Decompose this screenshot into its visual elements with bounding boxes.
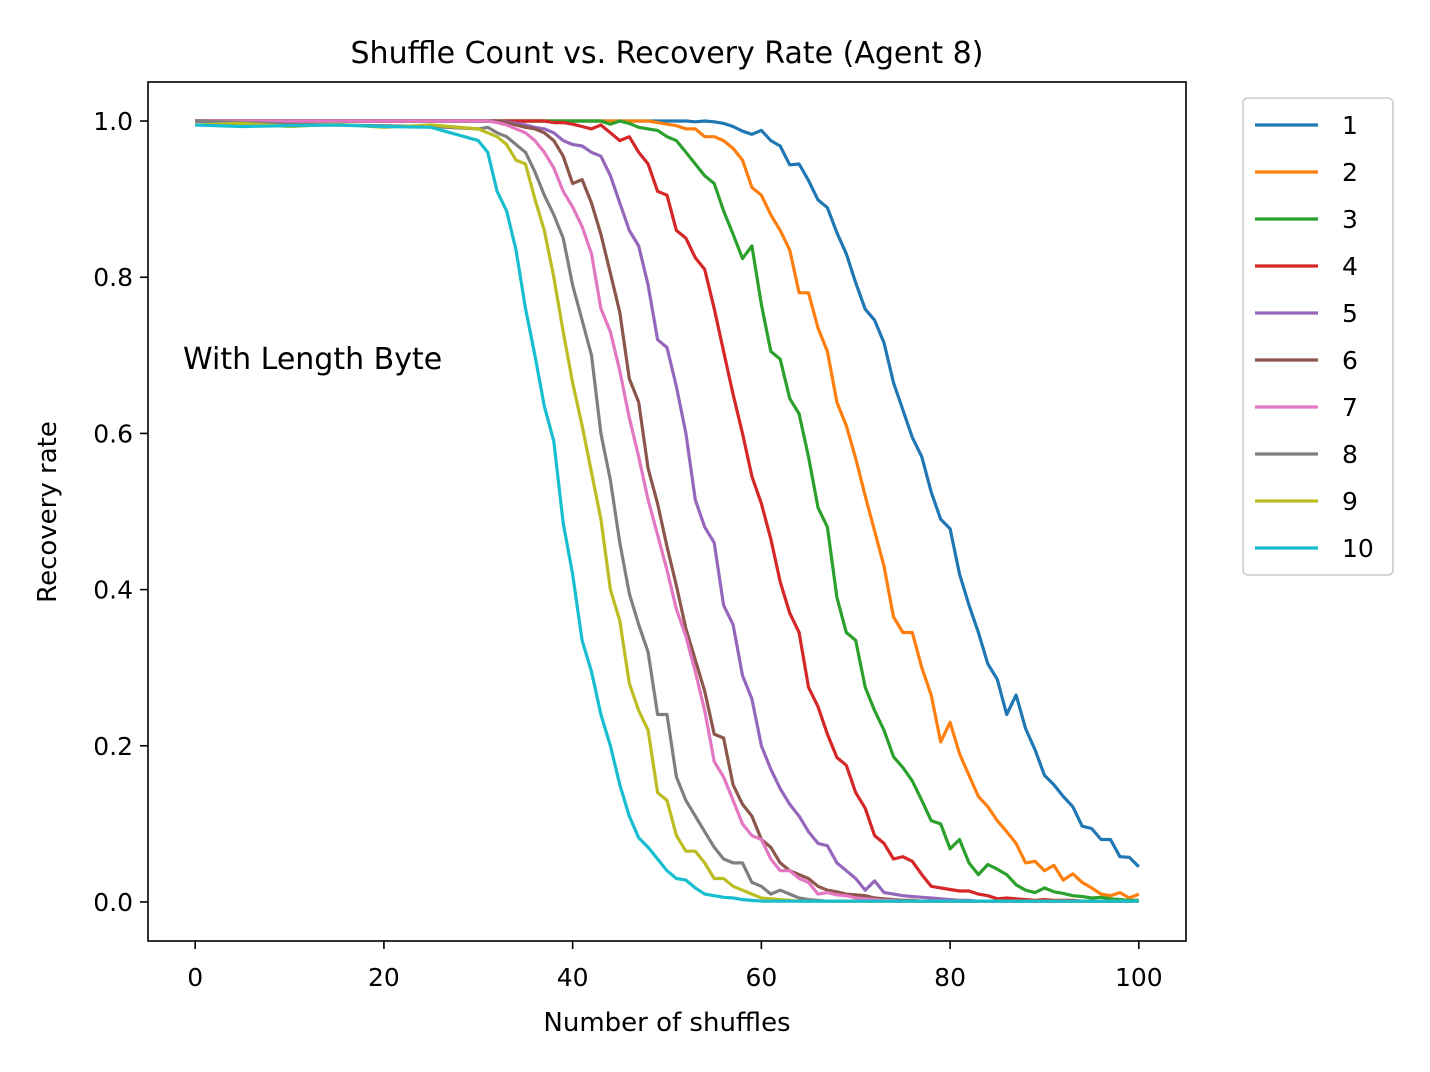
legend-label-3: 3 [1342,205,1358,234]
legend-label-7: 7 [1342,393,1358,422]
legend-label-6: 6 [1342,346,1358,375]
legend: 1 2 3 4 5 6 7 8 9 10 [1242,97,1394,576]
legend-label-2: 2 [1342,158,1358,187]
series-line-8 [195,119,1139,903]
series-line-7 [195,119,1139,903]
y-axis-label: Recovery rate [33,421,63,603]
legend-label-4: 4 [1342,252,1358,281]
legend-frame [1242,97,1394,576]
y-tick-label: 0.4 [93,576,133,605]
x-axis: 0 20 40 60 80 100 [187,941,1163,992]
y-tick-label: 0.6 [93,419,133,448]
x-tick-label: 0 [187,963,203,992]
y-tick-label: 0.8 [93,263,133,292]
x-tick-label: 20 [368,963,400,992]
y-axis: 0.0 0.2 0.4 0.6 0.8 1.0 [93,107,148,917]
plot-area [195,119,1140,903]
x-tick-label: 60 [745,963,777,992]
series-line-10 [195,123,1139,903]
legend-label-10: 10 [1342,534,1374,563]
axes-frame [147,81,1187,942]
x-tick-label: 100 [1115,963,1163,992]
legend-label-5: 5 [1342,299,1358,328]
annotation-text: With Length Byte [183,342,442,377]
series-line-3 [195,119,1139,903]
chart-title: Shuffle Count vs. Recovery Rate (Agent 8… [351,36,984,71]
legend-label-9: 9 [1342,487,1358,516]
x-tick-label: 40 [557,963,589,992]
series-line-9 [195,121,1139,903]
series-line-6 [195,119,1139,903]
x-tick-label: 80 [934,963,966,992]
series-line-2 [195,119,1140,900]
y-tick-label: 1.0 [93,107,133,136]
y-tick-label: 0.0 [93,888,133,917]
x-axis-label: Number of shuffles [543,1008,790,1038]
legend-label-8: 8 [1342,440,1358,469]
series-line-5 [195,119,1139,903]
series-line-4 [195,119,1139,903]
y-tick-label: 0.2 [93,732,133,761]
series-line-1 [195,119,1140,868]
legend-label-1: 1 [1342,111,1358,140]
